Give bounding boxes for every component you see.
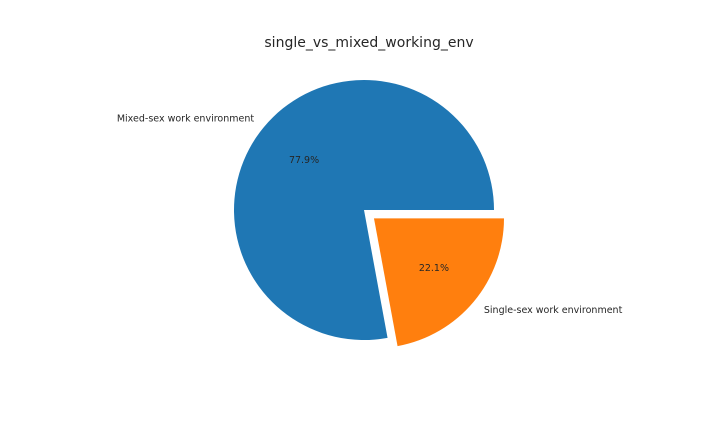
pie-slice-2 xyxy=(373,218,504,347)
slice-label-2: Single-sex work environment xyxy=(484,305,623,316)
pie-labels: Mixed-sex work environment 77.9% Single-se… xyxy=(117,114,623,316)
pie-slices xyxy=(234,79,504,347)
pie-slice-1 xyxy=(234,79,494,340)
percent-label-2: 22.1% xyxy=(419,263,449,274)
percent-label-1: 77.9% xyxy=(289,155,319,166)
chart-title: single_vs_mixed_working_env xyxy=(264,35,473,51)
slice-label-1: Mixed-sex work environment xyxy=(117,114,255,125)
